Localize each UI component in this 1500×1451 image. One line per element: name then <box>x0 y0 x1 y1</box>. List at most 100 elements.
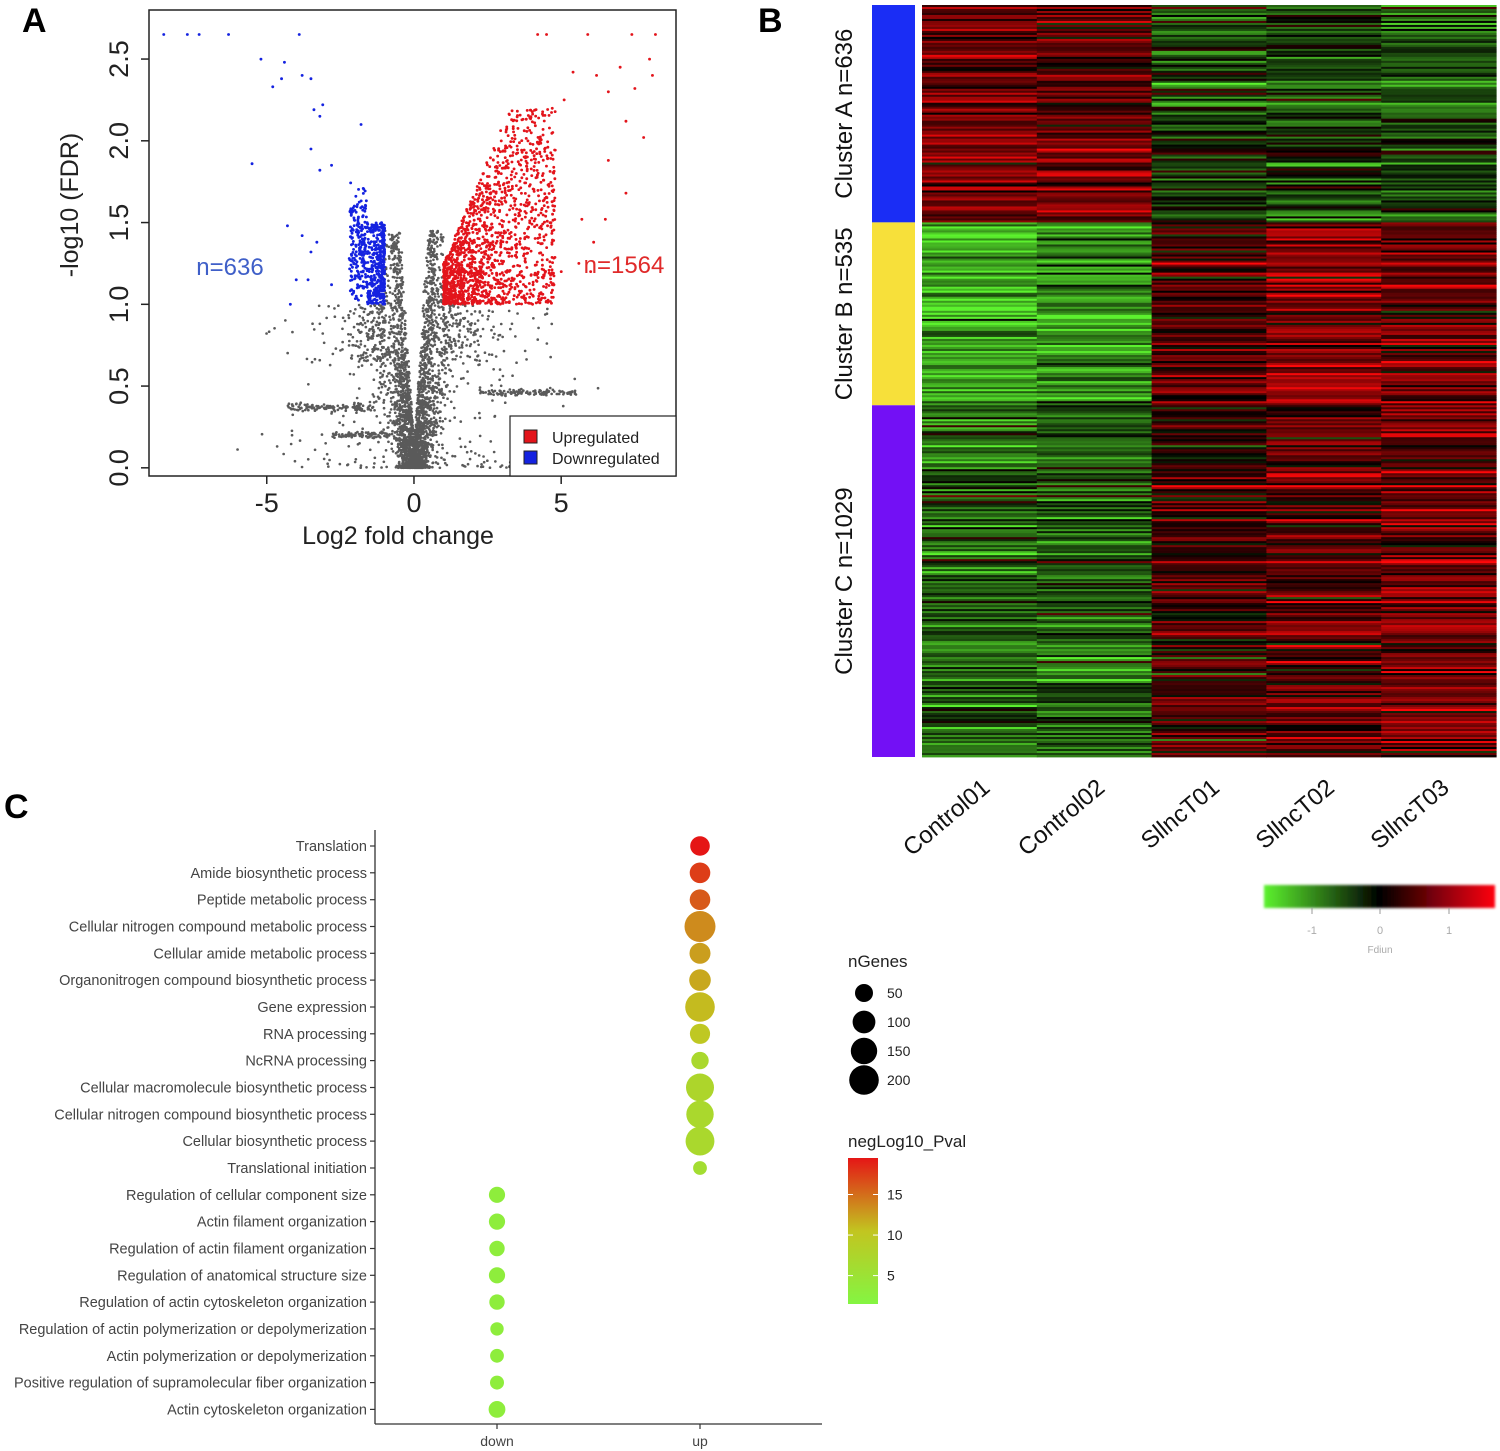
heatmap-row-cell <box>1266 599 1382 602</box>
heatmap-row-cell <box>1266 649 1382 652</box>
term-label: Actin polymerization or depolymerization <box>107 1349 367 1365</box>
heatmap-row-cell <box>1151 34 1267 38</box>
heatmap-row-cell <box>1381 425 1497 428</box>
heatmap-row-cell <box>922 739 1038 742</box>
heatmap-row-cell <box>1151 589 1267 592</box>
heatmap-row-cell <box>922 661 1038 664</box>
size-legend-title: nGenes <box>848 952 908 971</box>
heatmap-row-cell <box>1151 501 1267 504</box>
heatmap-row-cell <box>922 523 1038 526</box>
heatmap-row-cell <box>1151 407 1267 410</box>
heatmap-row-cell <box>1036 673 1153 676</box>
heatmap-row-cell <box>922 409 1038 412</box>
heatmap-row-cell <box>1381 503 1497 506</box>
heatmap-row-cell <box>1381 324 1497 328</box>
heatmap-row-cell <box>1151 717 1267 720</box>
heatmap-row-cell <box>1151 647 1267 650</box>
heatmap-row-cell <box>1151 208 1267 211</box>
heatmap-row-cell <box>1266 92 1382 96</box>
heatmap-row-cell <box>1036 405 1153 408</box>
heatmap-row-cell <box>1381 256 1497 259</box>
heatmap-row-cell <box>1151 679 1267 682</box>
heatmap-row-cell <box>1266 615 1382 618</box>
heatmap-row-cell <box>1151 731 1267 734</box>
heatmap-row-cell <box>1151 663 1267 666</box>
heatmap-row-cell <box>1381 635 1497 638</box>
heatmap-row-cell <box>1151 719 1267 722</box>
heatmap-row-cell <box>1151 437 1267 440</box>
heatmap-row-cell <box>1381 615 1497 618</box>
heatmap-row-cell <box>1381 367 1497 370</box>
heatmap-row-cell <box>1151 709 1267 712</box>
term-dot <box>488 1213 506 1230</box>
heatmap-row-cell <box>1381 166 1497 169</box>
heatmap-row-cell <box>1151 142 1267 146</box>
heatmap-row-cell <box>922 439 1038 442</box>
heatmap-row-cell <box>922 603 1038 606</box>
heatmap-row-cell <box>1381 617 1497 620</box>
heatmap-row-cell <box>922 202 1038 205</box>
heatmap-row-cell <box>1036 54 1153 58</box>
heatmap-row-cell <box>1151 373 1267 376</box>
heatmap-row-cell <box>1151 168 1267 171</box>
heatmap-row-cell <box>1381 409 1497 412</box>
heatmap-row-cell <box>1151 473 1267 476</box>
heatmap-row-cell <box>1036 10 1153 14</box>
heatmap-row-cell <box>1151 495 1267 498</box>
heatmap-row-cell <box>1151 120 1267 124</box>
heatmap-row-cell <box>1266 340 1382 344</box>
heatmap-row-cell <box>1381 755 1497 758</box>
heatmap-row-cell <box>1151 8 1267 12</box>
heatmap-row-cell <box>1151 705 1267 708</box>
heatmap-row-cell <box>1266 559 1382 562</box>
heatmap-row-cell <box>922 729 1038 732</box>
heatmap-row-cell <box>922 505 1038 508</box>
heatmap-row-cell <box>1151 56 1267 60</box>
heatmap-row-cell <box>1036 94 1153 98</box>
heatmap-row-cell <box>1381 403 1497 406</box>
heatmap-row-cell <box>922 330 1038 334</box>
heatmap-row-cell <box>922 701 1038 704</box>
heatmap-row-cell <box>1036 96 1153 100</box>
heatmap-row-cell <box>1151 393 1267 396</box>
heatmap-row-cell <box>1381 204 1497 207</box>
heatmap-row-cell <box>1036 310 1153 314</box>
heatmap-row-cell <box>1381 74 1497 78</box>
heatmap-row-cell <box>922 559 1038 562</box>
heatmap-row-cell <box>1151 206 1267 209</box>
heatmap-row-cell <box>1036 220 1153 223</box>
heatmap-row-cell <box>922 731 1038 734</box>
heatmap-row-cell <box>1036 489 1153 492</box>
heatmap-row-cell <box>922 489 1038 492</box>
heatmap-row-cell <box>1381 120 1497 124</box>
heatmap-row-cell <box>1151 451 1267 454</box>
heatmap-row-cell <box>1151 569 1267 572</box>
volcano-legend-box <box>509 415 677 477</box>
heatmap-row-cell <box>1036 743 1153 746</box>
heatmap-row-cell <box>1266 136 1382 140</box>
heatmap-row-cell <box>1036 114 1153 118</box>
heatmap-row-cell <box>1381 334 1497 338</box>
heatmap-row-cell <box>1036 435 1153 438</box>
heatmap-row-cell <box>1381 40 1497 44</box>
heatmap-row-cell <box>1381 62 1497 66</box>
heatmap-row-cell <box>1381 591 1497 594</box>
heatmap-row-cell <box>1266 623 1382 626</box>
heatmap-row-cell <box>1381 433 1497 436</box>
heatmap-row-cell <box>922 445 1038 448</box>
heatmap-row-cell <box>1151 607 1267 610</box>
heatmap-row-cell <box>922 543 1038 546</box>
heatmap-row-cell <box>922 34 1038 38</box>
heatmap-row-cell <box>1036 12 1153 16</box>
heatmap-row-cell <box>922 735 1038 738</box>
heatmap-row-cell <box>922 152 1038 155</box>
heatmap-row-cell <box>1381 236 1497 239</box>
heatmap-row-cell <box>1381 465 1497 468</box>
heatmap-row-cell <box>1036 66 1153 70</box>
heatmap-row-cell <box>1036 371 1153 374</box>
heatmap-row-cell <box>1151 399 1267 402</box>
heatmap-row-cell <box>1036 439 1153 442</box>
heatmap-row-cell <box>922 711 1038 714</box>
heatmap-row-cell <box>1036 152 1153 155</box>
heatmap-row-cell <box>1151 675 1267 678</box>
